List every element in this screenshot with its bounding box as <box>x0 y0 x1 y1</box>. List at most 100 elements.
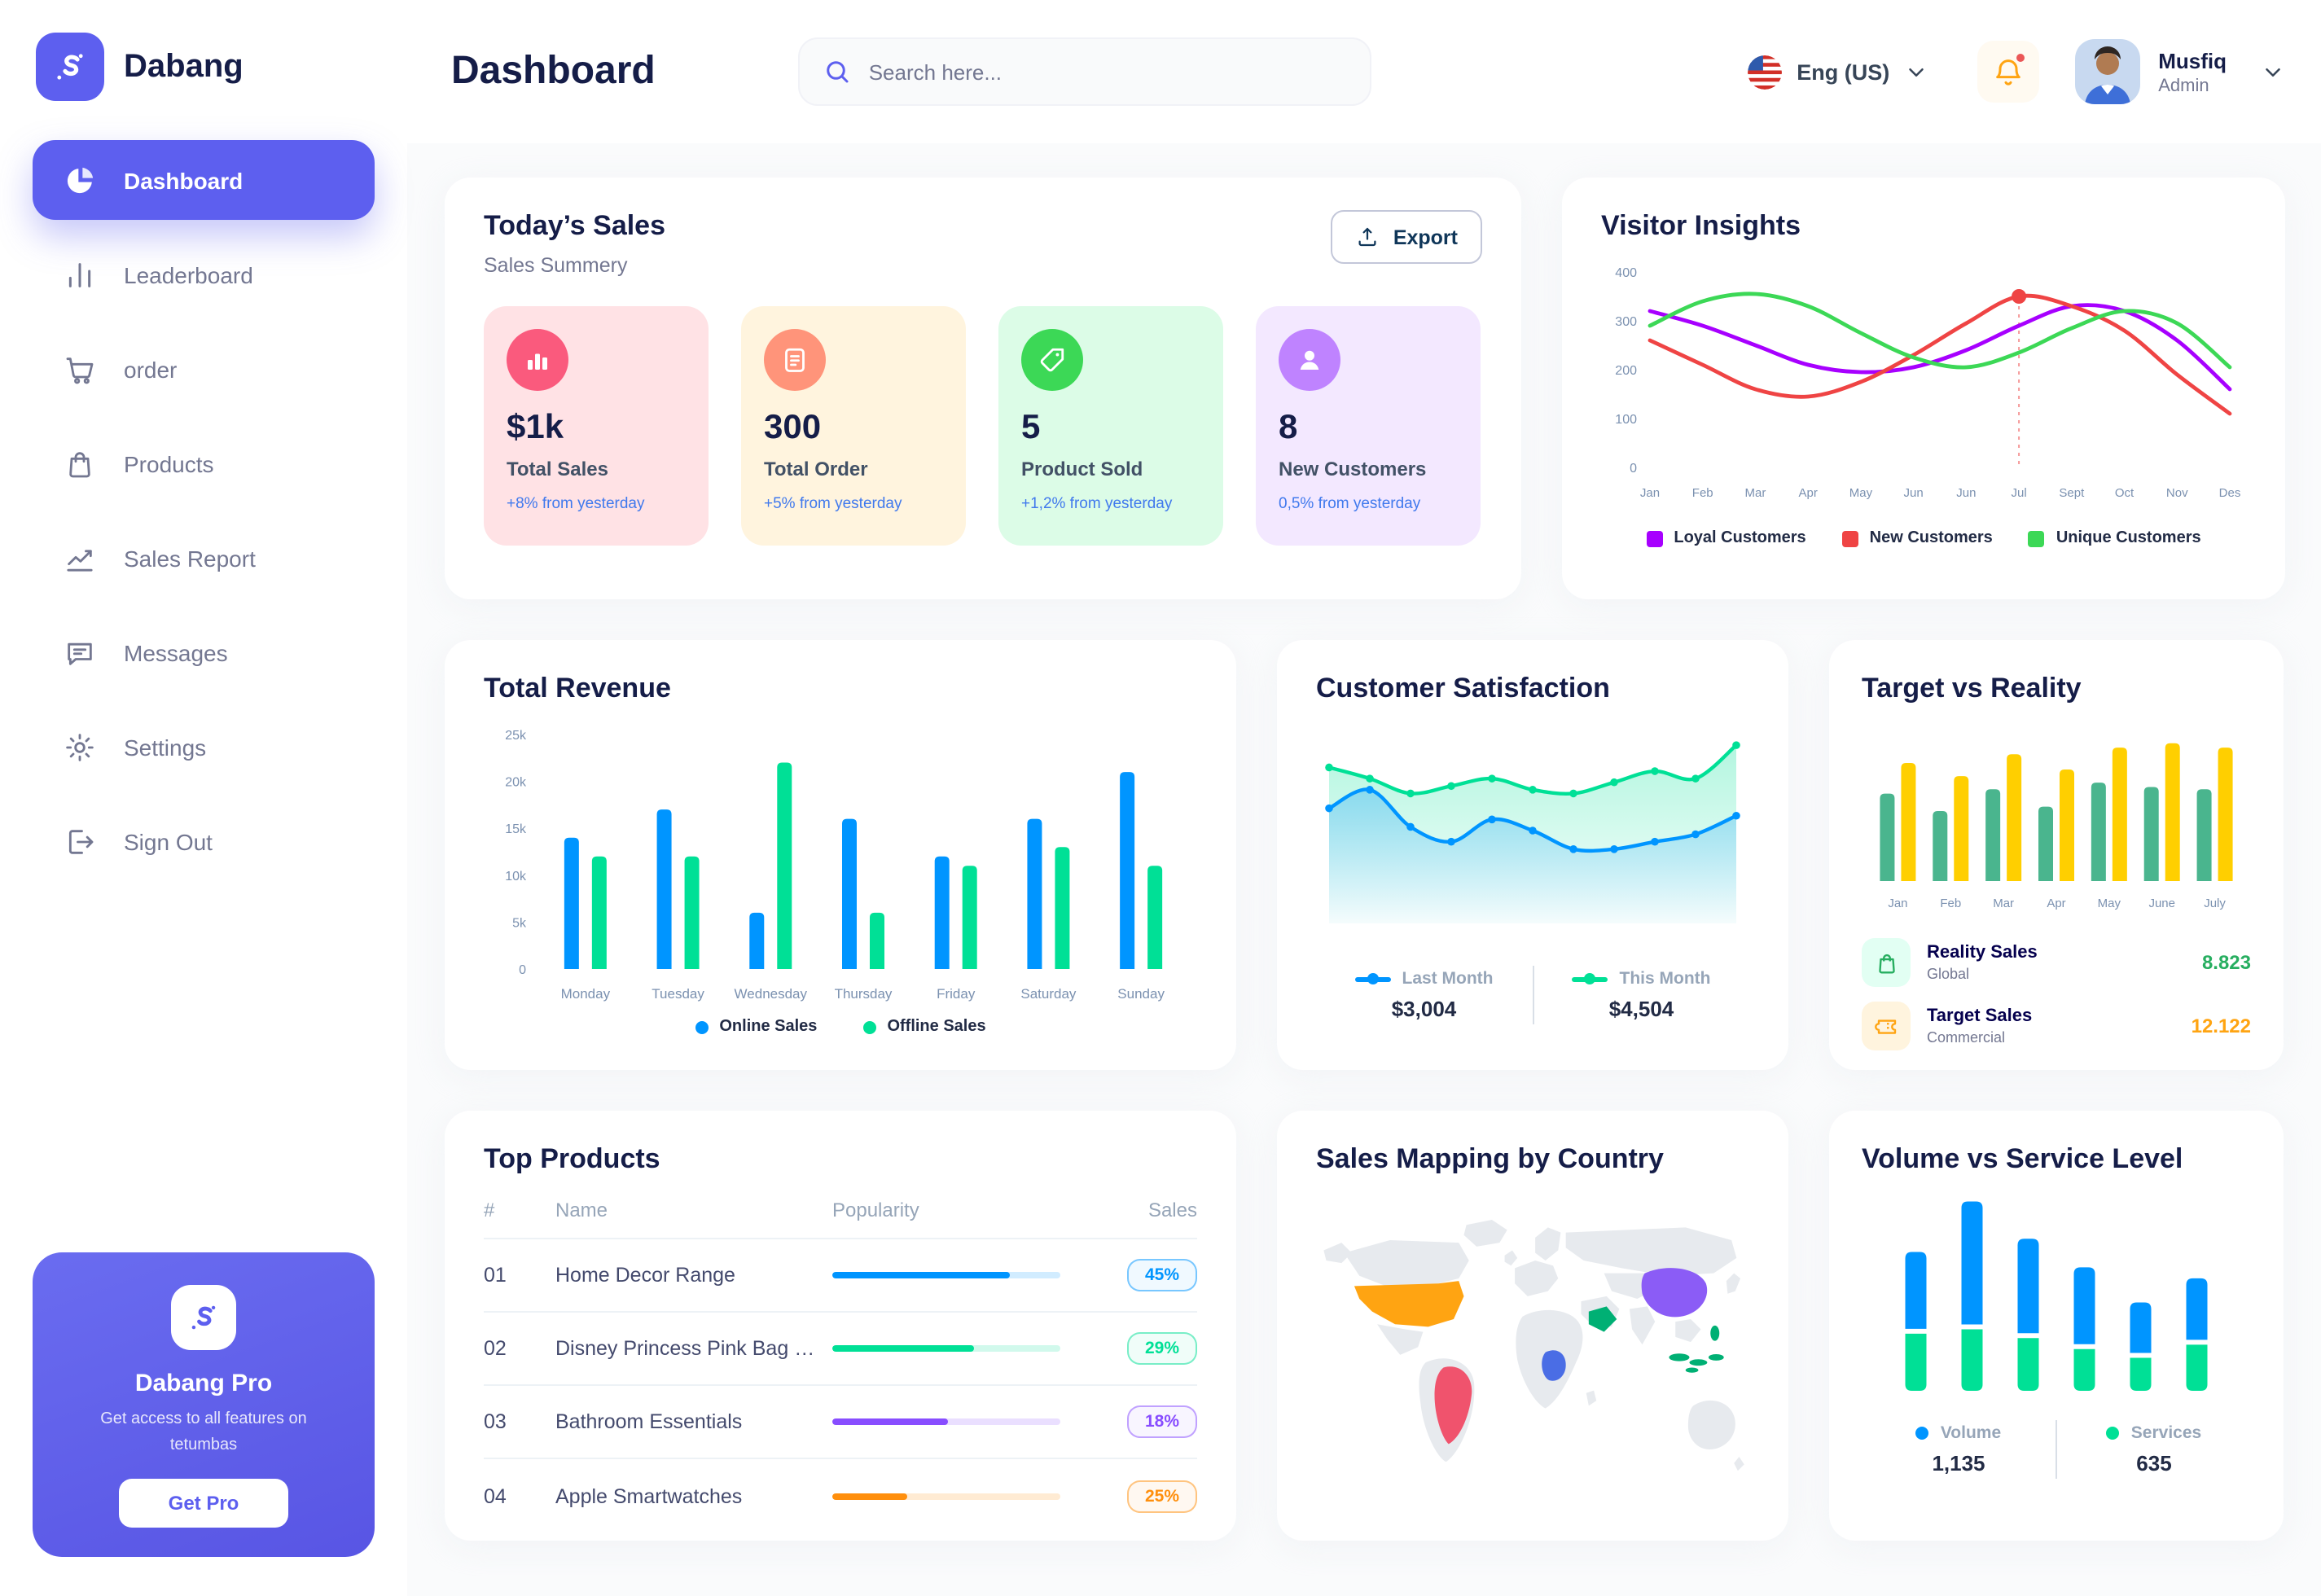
volume-vs-service-chart <box>1905 1201 2208 1391</box>
svg-text:Wednesday: Wednesday <box>735 986 808 1002</box>
table-row[interactable]: 03 Bathroom Essentials 18% <box>484 1386 1197 1459</box>
todays-sales-card: Today’s Sales Sales Summery Export <box>445 178 1521 599</box>
svg-text:Sept: Sept <box>2059 486 2085 500</box>
sidebar-item-messages[interactable]: Messages <box>33 612 375 692</box>
bag-icon <box>62 445 98 481</box>
export-button[interactable]: Export <box>1331 210 1482 264</box>
svg-text:Monday: Monday <box>561 986 611 1002</box>
sidebar-item-label: Sales Report <box>124 545 256 571</box>
sidebar-item-settings[interactable]: Settings <box>33 707 375 787</box>
map-new-zealand <box>1734 1457 1744 1471</box>
promo-title: Dabang Pro <box>134 1370 273 1397</box>
svg-text:Nov: Nov <box>2166 486 2188 500</box>
table-row[interactable]: 04 Apple Smartwatches 25% <box>484 1459 1197 1532</box>
legend-item: New Customers <box>1841 529 1993 547</box>
user-role: Admin <box>2158 76 2209 95</box>
app-logo[interactable]: Dabang <box>33 29 375 140</box>
pro-promo-card: Dabang Pro Get access to all features on… <box>33 1252 375 1557</box>
svg-text:July: July <box>2204 897 2226 910</box>
svg-text:Feb: Feb <box>1940 897 1961 910</box>
svg-text:200: 200 <box>1615 364 1637 378</box>
reality-sales-row: Reality Sales Global 8.823 <box>1862 938 2251 987</box>
map-congo <box>1542 1350 1566 1381</box>
language-selector[interactable]: Eng (US) <box>1748 55 1928 89</box>
volume-vs-service-card: Volume vs Service Level Volume 1,135 Ser… <box>1829 1111 2284 1541</box>
svg-text:Jan: Jan <box>1640 486 1660 500</box>
chevron-down-icon <box>1904 59 1928 84</box>
sidebar-item-leaderboard[interactable]: Leaderboard <box>33 235 375 314</box>
sign-out-icon <box>62 823 98 859</box>
svg-text:0: 0 <box>519 963 526 977</box>
notification-dot <box>2015 52 2027 64</box>
get-pro-button[interactable]: Get Pro <box>119 1479 288 1528</box>
map-indonesia-4 <box>1685 1367 1699 1373</box>
user-menu[interactable]: Musfiq Admin <box>2075 39 2285 104</box>
export-icon <box>1356 225 1380 249</box>
svg-text:20k: 20k <box>505 776 527 790</box>
top-products-title: Top Products <box>484 1143 660 1174</box>
bell-icon <box>1996 59 2021 86</box>
target-vs-reality-card: Target vs Reality Jan Feb Mar Apr May June Jul… <box>1829 640 2284 1070</box>
svg-text:May: May <box>2098 897 2121 910</box>
stat-card-total-sales: $1k Total Sales +8% from yesterday <box>484 306 709 546</box>
popularity-bar <box>832 1272 1060 1278</box>
popularity-bar <box>832 1418 1060 1425</box>
sidebar-item-order[interactable]: order <box>33 329 375 409</box>
sidebar-item-products[interactable]: Products <box>33 423 375 503</box>
sidebar-item-dashboard[interactable]: Dashboard <box>33 140 375 220</box>
tag-icon <box>1021 329 1083 391</box>
volume-vs-service-title: Volume vs Service Level <box>1862 1143 2183 1174</box>
chat-icon <box>62 634 98 670</box>
legend-services: Services 635 <box>2057 1423 2251 1475</box>
stat-card-total-order: 300 Total Order +5% from yesterday <box>741 306 966 546</box>
target-sales-row: Target Sales Commercial 12.122 <box>1862 1002 2251 1050</box>
svg-text:Mar: Mar <box>1745 486 1766 500</box>
map-indonesia-1 <box>1669 1353 1690 1361</box>
table-row[interactable]: 01 Home Decor Range 45% <box>484 1239 1197 1313</box>
legend-last-month: Last Month $3,004 <box>1316 969 1532 1021</box>
legend-item: Loyal Customers <box>1646 529 1806 547</box>
sidebar-item-label: Settings <box>124 734 207 760</box>
order-list-icon <box>764 329 826 391</box>
sidebar-item-sign-out[interactable]: Sign Out <box>33 801 375 881</box>
bag-icon <box>1862 938 1911 987</box>
map-se-asia <box>1675 1319 1701 1343</box>
map-mexico <box>1377 1324 1424 1355</box>
total-revenue-chart: 0 5k 10k 15k 20k 25k Monday Tuesday Wednesday Thu… <box>505 729 1165 1002</box>
sidebar: Dabang Dashboard Leaderboard order <box>0 0 407 1596</box>
stat-card-product-sold: 5 Product Sold +1,2% from yesterday <box>998 306 1223 546</box>
map-indonesia-3 <box>1708 1354 1724 1361</box>
notifications-button[interactable] <box>1977 41 2040 103</box>
sales-mapping-title: Sales Mapping by Country <box>1316 1143 1664 1174</box>
svg-text:Jun: Jun <box>1904 486 1924 500</box>
svg-text:May: May <box>1849 486 1873 500</box>
table-row[interactable]: 02 Disney Princess Pink Bag 18' 29% <box>484 1313 1197 1386</box>
map-brazil <box>1434 1366 1472 1445</box>
sidebar-item-sales-report[interactable]: Sales Report <box>33 518 375 598</box>
customer-satisfaction-title: Customer Satisfaction <box>1316 673 1610 704</box>
legend-item: Unique Customers <box>2028 529 2201 547</box>
svg-text:10k: 10k <box>505 870 527 884</box>
legend-volume: Volume 1,135 <box>1862 1423 2056 1475</box>
search-input[interactable] <box>868 59 1348 84</box>
map-australia <box>1687 1400 1735 1450</box>
target-vs-reality-title: Target vs Reality <box>1862 673 2082 704</box>
svg-text:Jan: Jan <box>1888 897 1907 910</box>
chevron-down-icon <box>2261 59 2285 84</box>
satisfaction-legend: Last Month $3,004 This Month $4,504 <box>1316 966 1749 1024</box>
search-bar <box>798 37 1372 106</box>
popularity-bar <box>832 1345 1060 1352</box>
ticket-icon <box>1862 1002 1911 1050</box>
svg-text:25k: 25k <box>505 729 527 743</box>
customer-satisfaction-chart <box>1325 741 1740 923</box>
todays-sales-title: Today’s Sales <box>484 210 665 241</box>
sales-badge: 29% <box>1126 1332 1197 1365</box>
cart-icon <box>62 351 98 387</box>
map-uk <box>1504 1250 1518 1266</box>
top-header: Dashboard Eng (US) Musfiq <box>407 0 2321 143</box>
app-name: Dabang <box>124 48 244 84</box>
line-dot-icon <box>1572 972 1608 985</box>
sidebar-item-label: Dashboard <box>124 167 244 193</box>
svg-text:300: 300 <box>1615 315 1637 329</box>
todays-sales-subtitle: Sales Summery <box>484 254 628 277</box>
